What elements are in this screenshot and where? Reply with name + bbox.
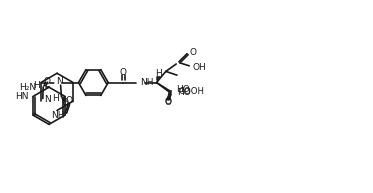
Text: O: O xyxy=(43,77,50,85)
Text: O: O xyxy=(62,98,69,107)
Text: O: O xyxy=(120,68,126,77)
Text: HO: HO xyxy=(177,88,191,97)
Text: O: O xyxy=(165,97,172,106)
Text: HN: HN xyxy=(15,92,28,101)
Text: H: H xyxy=(155,69,162,78)
Text: O: O xyxy=(65,96,72,105)
Text: H: H xyxy=(52,94,59,103)
Text: OH: OH xyxy=(193,63,207,72)
Text: HO: HO xyxy=(176,85,189,94)
Text: O: O xyxy=(165,98,172,107)
Text: O: O xyxy=(189,48,197,57)
Text: N: N xyxy=(57,77,63,86)
Text: NH: NH xyxy=(140,78,154,87)
Text: H: H xyxy=(34,81,40,90)
Text: COOH: COOH xyxy=(179,87,205,96)
Text: H₂N: H₂N xyxy=(19,83,36,92)
Text: NH: NH xyxy=(51,111,64,120)
Text: N: N xyxy=(44,95,51,104)
